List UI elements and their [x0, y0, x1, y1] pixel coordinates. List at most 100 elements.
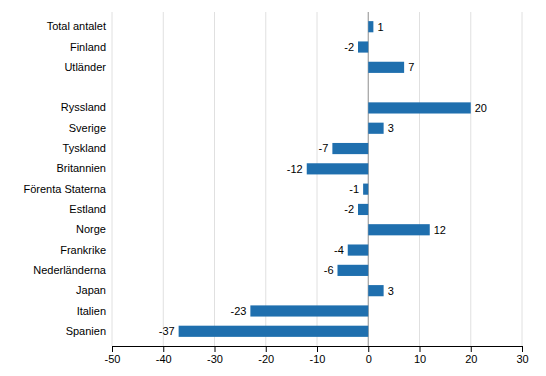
- y-tick: Tyskland: [63, 142, 112, 154]
- data-label: 7: [408, 61, 414, 73]
- y-tick-label: Britannien: [56, 162, 106, 174]
- y-axis: Spanien Italien Japan Nederländerna Frankrik…: [23, 20, 112, 337]
- data-label: 12: [434, 224, 446, 236]
- y-tick-label: Sverige: [69, 122, 106, 134]
- plot: -50 -40 -30 -20 -10 0 10 20 30 Spanien Italien Japa…: [23, 12, 528, 365]
- y-tick: Total antalet: [47, 20, 112, 32]
- data-label: -4: [334, 244, 344, 256]
- y-tick-label: Förenta Staterna: [23, 183, 106, 195]
- data-label: 20: [475, 102, 487, 114]
- bars: [179, 21, 471, 337]
- bar: [179, 326, 369, 337]
- bar: [368, 224, 430, 235]
- x-axis-line: [113, 347, 523, 353]
- y-tick-label: Estland: [69, 203, 106, 215]
- x-tick-mark: [112, 346, 113, 352]
- bar: [307, 163, 369, 174]
- x-tick-mark: [522, 346, 523, 352]
- x-tick-label: -10: [310, 353, 326, 365]
- data-label: -7: [319, 142, 329, 154]
- bar: [368, 285, 383, 296]
- data-label: -1: [349, 183, 359, 195]
- y-tick-label: Nederländerna: [33, 264, 107, 276]
- x-tick-label: -50: [105, 353, 121, 365]
- data-label: -12: [287, 163, 303, 175]
- data-label: 3: [388, 122, 394, 134]
- y-tick: Japan: [76, 284, 112, 296]
- x-tick-mark: [317, 346, 318, 352]
- x-tick-label: 20: [465, 353, 477, 365]
- grid-line: [317, 12, 318, 346]
- y-tick-label: Frankrike: [60, 244, 106, 256]
- y-tick-label: Japan: [76, 284, 106, 296]
- y-tick: Spanien: [66, 325, 112, 337]
- bar: [368, 62, 404, 73]
- bar: [368, 123, 383, 134]
- x-tick: -10: [310, 346, 326, 365]
- x-tick: 10: [414, 346, 426, 365]
- chart: -50 -40 -30 -20 -10 0 10 20 30 Spanien Italien Japa…: [0, 0, 546, 376]
- x-tick: -50: [105, 346, 121, 365]
- bar: [348, 244, 369, 255]
- x-tick: -40: [156, 346, 172, 365]
- x-axis: -50 -40 -30 -20 -10 0 10 20 30: [105, 346, 529, 365]
- bar: [363, 184, 368, 195]
- bar: [332, 143, 368, 154]
- data-labels: -37 -23 3 -6-4 12 -2 -1 -12 -7 3 20 7 -2 1: [159, 21, 487, 338]
- y-tick: Sverige: [69, 122, 112, 134]
- x-tick-mark: [471, 346, 472, 352]
- x-tick-mark: [266, 346, 267, 352]
- y-tick-label: Spanien: [66, 325, 106, 337]
- bar: [338, 265, 369, 276]
- x-tick-label: -30: [207, 353, 223, 365]
- y-tick: Norge: [76, 223, 112, 235]
- x-tick-mark: [368, 346, 369, 352]
- bar: [358, 204, 368, 215]
- x-tick-mark: [420, 346, 421, 352]
- x-tick-label: 0: [366, 353, 372, 365]
- x-tick: 20: [465, 346, 477, 365]
- bar: [368, 102, 471, 113]
- data-label: -6: [324, 264, 334, 276]
- x-tick: -20: [258, 346, 274, 365]
- y-tick-label: Tyskland: [63, 142, 106, 154]
- y-tick: Förenta Staterna: [23, 183, 112, 195]
- grid-line: [112, 12, 113, 346]
- data-label: -2: [344, 203, 354, 215]
- x-tick-label: 30: [516, 353, 528, 365]
- grid-line: [265, 12, 266, 346]
- y-tick-label: Italien: [77, 304, 106, 316]
- data-label: 1: [377, 21, 383, 33]
- y-tick: Estland: [69, 203, 112, 215]
- x-tick: 0: [366, 346, 372, 365]
- y-tick: Italien: [77, 304, 112, 316]
- bar: [250, 305, 368, 316]
- data-label: 3: [388, 285, 394, 297]
- grid: [112, 12, 522, 346]
- grid-line: [522, 12, 523, 346]
- y-tick-label: Finland: [70, 41, 106, 53]
- x-tick-label: -20: [258, 353, 274, 365]
- grid-line: [163, 12, 164, 346]
- x-tick: 30: [516, 346, 528, 365]
- y-tick: Frankrike: [60, 244, 112, 256]
- bar: [358, 41, 368, 52]
- y-tick-label: Ryssland: [61, 101, 106, 113]
- x-tick-label: -40: [156, 353, 172, 365]
- y-tick-label: Total antalet: [47, 20, 106, 32]
- data-label: -37: [159, 325, 175, 337]
- y-tick: Nederländerna: [33, 264, 112, 276]
- bar: [368, 21, 373, 32]
- x-tick: -30: [207, 346, 223, 365]
- data-label: -2: [344, 41, 354, 53]
- y-tick: Britannien: [56, 162, 112, 174]
- grid-line: [470, 12, 471, 346]
- y-tick-label: Norge: [76, 223, 106, 235]
- x-tick-mark: [215, 346, 216, 352]
- y-tick: Utländer: [64, 61, 112, 73]
- data-label: -23: [230, 305, 246, 317]
- y-tick: Finland: [70, 41, 112, 53]
- y-tick-label: Utländer: [64, 61, 106, 73]
- y-tick: Ryssland: [61, 101, 112, 113]
- grid-line: [419, 12, 420, 346]
